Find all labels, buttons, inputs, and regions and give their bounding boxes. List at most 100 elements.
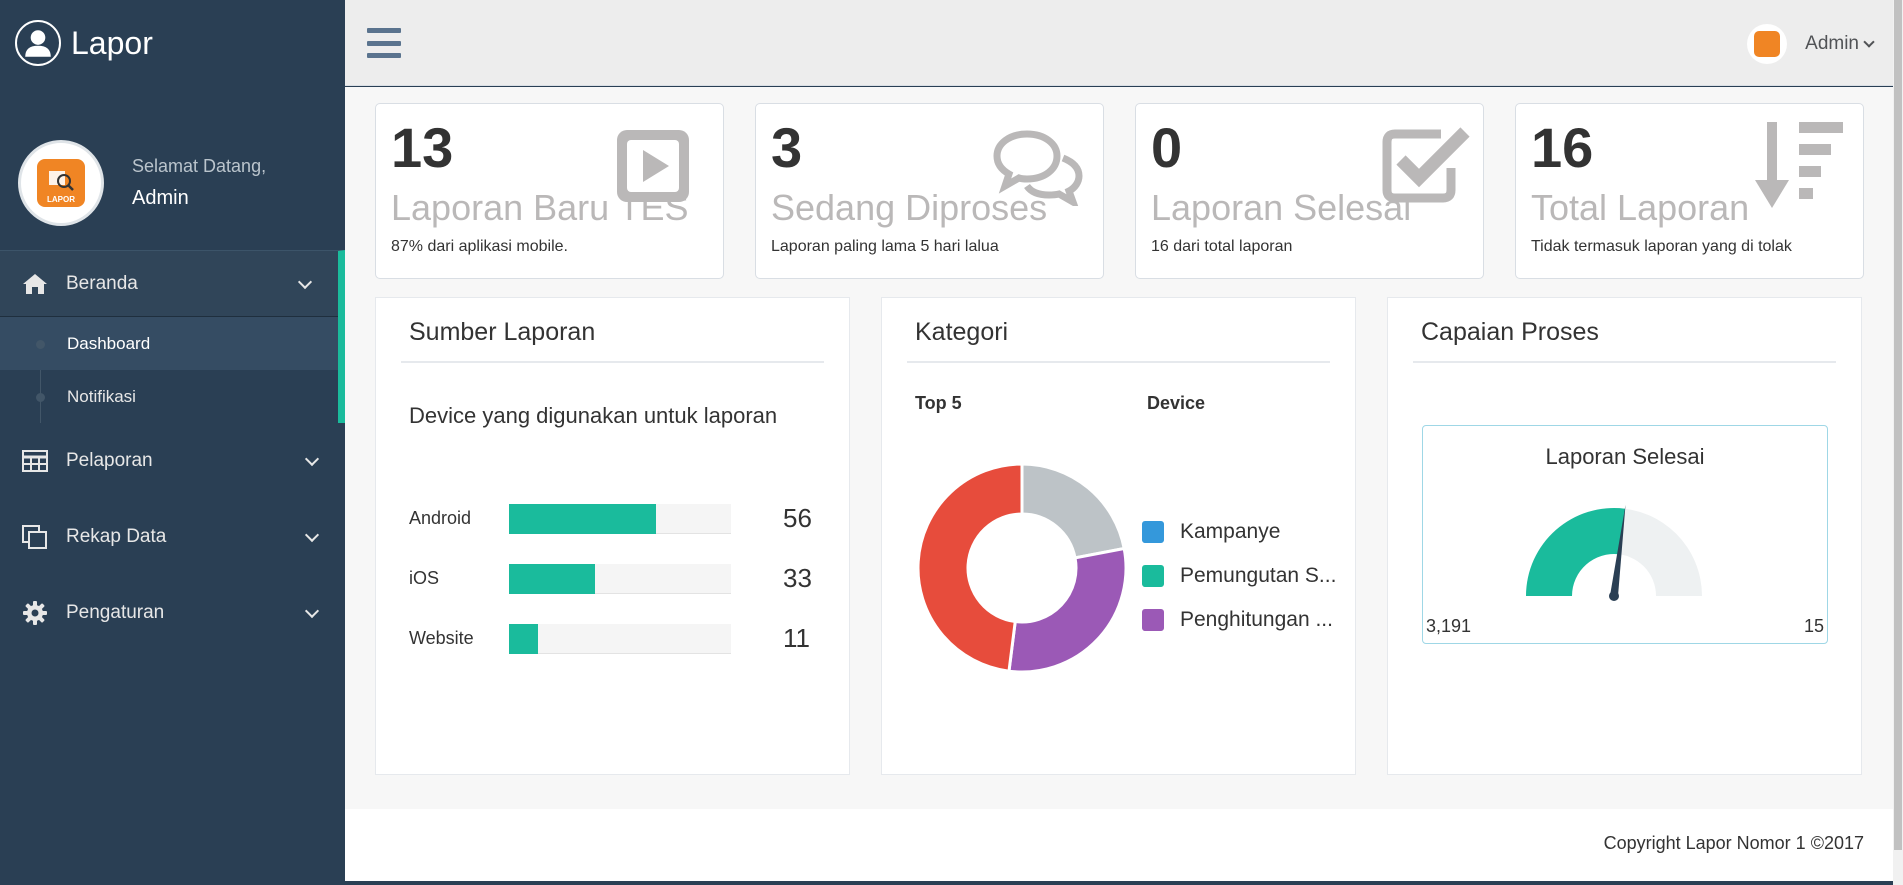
stat-desc: Tidak termasuk laporan yang di tolak	[1531, 238, 1792, 255]
legend-label: Penghitungan ...	[1180, 608, 1333, 631]
scrollbar-thumb[interactable]	[1894, 0, 1902, 850]
stat-title: Total Laporan	[1531, 187, 1750, 228]
legend-swatch	[1142, 609, 1164, 631]
brand[interactable]: Lapor	[0, 0, 345, 86]
gauge-card: Laporan Selesai 3,191 15	[1422, 425, 1828, 644]
kategori-legend: Kampanye Pemungutan S... Penghitungan ...	[1142, 510, 1336, 642]
stat-desc: Laporan paling lama 5 hari lalua	[771, 238, 999, 255]
bar-fill	[509, 503, 656, 534]
donut-slice[interactable]	[1007, 546, 1128, 674]
avatar: LAPOR	[18, 140, 104, 226]
bar-label: Website	[409, 628, 474, 648]
logo-text: LAPOR	[47, 195, 75, 204]
footer-copyright: Copyright Lapor Nomor 1 ©2017	[1603, 833, 1864, 853]
legend-swatch	[1142, 521, 1164, 543]
panel-capaian-proses: Capaian Proses Laporan Selesai 3,191 15	[1387, 297, 1862, 775]
legend-item[interactable]: Pemungutan S...	[1142, 554, 1336, 598]
panel-sumber-laporan: Sumber Laporan Device yang digunakan unt…	[375, 297, 850, 775]
sub-item-dashboard[interactable]: Dashboard	[0, 317, 338, 370]
bar-track	[509, 503, 731, 534]
submenu-beranda: Dashboard Notifikasi	[0, 317, 338, 423]
legend-swatch	[1142, 565, 1164, 587]
stat-card-sedang-diproses: 3 Sedang Diproses Laporan paling lama 5 …	[755, 103, 1104, 279]
stat-card-laporan-baru: 13 Laporan Baru TES 87% dari aplikasi mo…	[375, 103, 724, 279]
bar-fill	[509, 563, 596, 594]
stat-title: Sedang Diproses	[771, 187, 1048, 228]
stat-card-laporan-selesai: 0 Laporan Selesai 16 dari total laporan	[1135, 103, 1484, 279]
bar-value: 11	[783, 623, 810, 653]
stat-desc: 16 dari total laporan	[1151, 238, 1293, 255]
sort-amount-desc-icon	[1753, 118, 1845, 217]
menu-label: Beranda	[66, 272, 138, 294]
stat-count: 0	[1151, 116, 1183, 179]
chevron-down-icon	[304, 603, 320, 619]
stat-count: 13	[391, 116, 454, 179]
bar-fill	[509, 623, 538, 654]
col-top5: Top 5	[915, 393, 962, 413]
kategori-donut-chart	[916, 462, 1128, 674]
menu-item-rekap-data[interactable]: Rekap Data	[0, 499, 345, 575]
lapor-logo-icon: LAPOR	[37, 159, 85, 207]
chevron-down-icon	[304, 451, 320, 467]
top-nav: Admin	[345, 0, 1903, 86]
copy-icon	[22, 525, 48, 549]
bar-label: Android	[409, 508, 472, 528]
legend-item[interactable]: Kampanye	[1142, 510, 1336, 554]
main-content: 13 Laporan Baru TES 87% dari aplikasi mo…	[345, 87, 1893, 809]
chevron-down-icon	[304, 527, 320, 543]
user-circle-icon	[15, 20, 61, 66]
gauge-chart	[1526, 504, 1702, 601]
brand-title: Lapor	[71, 24, 153, 61]
check-square-icon	[1381, 124, 1471, 209]
bar-row: Android 56	[409, 503, 812, 534]
menu-item-beranda[interactable]: Beranda	[0, 251, 338, 317]
scrollbar[interactable]	[1893, 0, 1903, 885]
home-icon	[22, 272, 48, 296]
stat-count: 3	[771, 116, 803, 179]
gauge-fill	[1526, 508, 1626, 596]
bar-value: 33	[783, 563, 812, 593]
lapor-logo-icon	[1754, 31, 1781, 57]
menu-label: Rekap Data	[66, 526, 167, 547]
panel-kategori: Kategori Top 5 Device Kampanye Pemungutan…	[881, 297, 1356, 775]
menu-item-pengaturan[interactable]: Pengaturan	[0, 575, 345, 651]
gear-icon	[22, 601, 48, 625]
user-dropdown[interactable]: Admin	[1747, 24, 1875, 64]
legend-label: Kampanye	[1180, 520, 1281, 543]
stat-title: Laporan Selesai	[1151, 187, 1412, 228]
comments-icon	[993, 128, 1085, 211]
chevron-down-icon	[1863, 35, 1875, 48]
bar-row: iOS 33	[409, 563, 812, 594]
gauge-title: Laporan Selesai	[1545, 444, 1705, 469]
donut-slice[interactable]	[1020, 462, 1126, 560]
stat-desc: 87% dari aplikasi mobile.	[391, 238, 568, 255]
gauge-min-label: 3,191	[1426, 616, 1472, 636]
menu-group-beranda: Beranda Dashboard Notifikasi	[0, 250, 345, 423]
bar-label: iOS	[409, 568, 440, 588]
bar-row: Website 11	[409, 623, 810, 654]
menu-label: Pelaporan	[66, 450, 153, 471]
menu-toggle-icon[interactable]	[367, 28, 401, 58]
welcome-text: Selamat Datang,	[132, 156, 267, 176]
legend-label: Pemungutan S...	[1180, 564, 1337, 587]
panel-title: Sumber Laporan	[401, 318, 824, 363]
bar-value: 56	[783, 503, 812, 533]
gauge-max-label: 15	[1803, 616, 1824, 636]
col-device: Device	[1147, 393, 1206, 413]
legend-item[interactable]: Penghitungan ...	[1142, 598, 1336, 642]
chevron-down-icon	[297, 274, 313, 289]
menu-label: Pengaturan	[66, 602, 165, 623]
table-icon	[22, 449, 48, 473]
profile: LAPOR Selamat Datang, Admin	[0, 86, 345, 250]
panel-subtitle: Device yang digunakan untuk laporan	[409, 403, 778, 428]
play-square-icon	[613, 126, 693, 211]
panel-title: Capaian Proses	[1413, 318, 1836, 363]
bar-track	[509, 623, 731, 654]
user-name: Admin	[1805, 33, 1859, 54]
menu-item-pelaporan[interactable]: Pelaporan	[0, 423, 345, 499]
stat-count: 16	[1531, 116, 1594, 179]
stat-card-total-laporan: 16 Total Laporan Tidak termasuk laporan …	[1515, 103, 1864, 279]
donut-slice[interactable]	[916, 462, 1024, 673]
user-avatar	[1747, 24, 1788, 64]
sub-item-notifikasi[interactable]: Notifikasi	[0, 370, 338, 423]
